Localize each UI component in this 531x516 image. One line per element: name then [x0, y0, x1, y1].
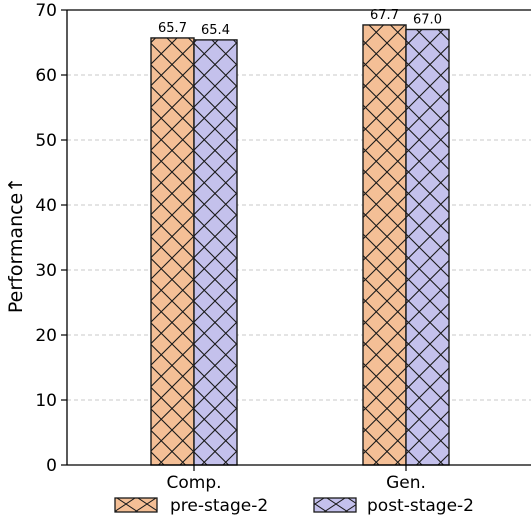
x-ticks: Comp. Gen. — [166, 465, 426, 493]
y-tick-label: 60 — [35, 66, 57, 86]
legend-swatch-pre-stage-2 — [114, 497, 158, 513]
y-tick-label: 50 — [35, 131, 57, 151]
y-tick-label: 70 — [35, 1, 57, 21]
legend-label-post-stage-2: post-stage-2 — [367, 496, 474, 516]
bar-value-label: 67.0 — [413, 13, 442, 28]
y-tick-label: 30 — [35, 261, 57, 281]
bars — [150, 24, 450, 466]
bar-post-stage-2-comp — [193, 39, 238, 466]
bar-pre-stage-2-comp — [150, 37, 195, 466]
legend-label-pre-stage-2: pre-stage-2 — [170, 496, 268, 516]
y-axis-title: Performance↑ — [5, 177, 27, 313]
y-tick-label: 10 — [35, 391, 57, 411]
y-tick-label: 20 — [35, 326, 57, 346]
legend-swatch-post-stage-2 — [313, 497, 357, 513]
bar-value-label: 65.4 — [201, 23, 230, 38]
axes — [66, 9, 531, 466]
bar-value-label: 65.7 — [158, 21, 187, 36]
bar-pre-stage-2-gen — [362, 24, 407, 466]
y-tick-label: 40 — [35, 196, 57, 216]
bar-post-stage-2-gen — [405, 28, 450, 466]
legend-item-pre-stage-2: pre-stage-2 — [114, 496, 268, 516]
bar-value-label: 67.7 — [370, 8, 399, 23]
y-ticks: 0 10 20 30 40 50 60 70 — [35, 1, 67, 476]
grid-lines — [67, 9, 531, 401]
y-tick-label: 0 — [46, 456, 57, 476]
x-tick-label: Gen. — [386, 473, 426, 493]
x-tick-label: Comp. — [166, 473, 221, 493]
legend-item-post-stage-2: post-stage-2 — [313, 496, 474, 516]
data-labels: 65.7 65.4 67.7 67.0 — [158, 8, 442, 38]
legend: pre-stage-2 post-stage-2 — [114, 496, 474, 516]
